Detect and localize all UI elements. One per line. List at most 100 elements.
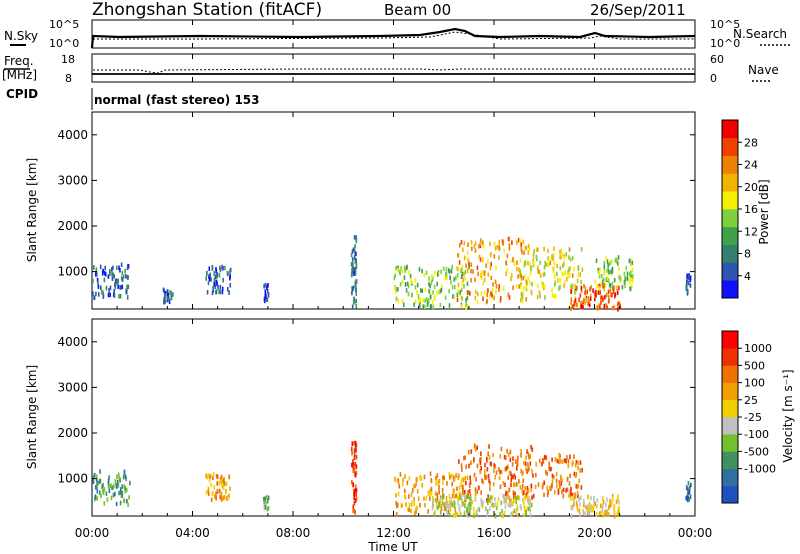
velocity-cell: [617, 510, 619, 515]
power-cell: [511, 273, 513, 278]
power-cell: [97, 280, 99, 286]
power-cell: [393, 275, 396, 281]
velocity-colorbar-tick-label: -1000: [744, 463, 776, 476]
velocity-cell: [207, 491, 210, 497]
velocity-cell: [205, 473, 208, 479]
velocity-cell: [399, 472, 402, 477]
power-cell: [208, 276, 211, 282]
velocity-cell: [226, 494, 229, 500]
power-cell: [617, 307, 619, 312]
velocity-cell: [566, 487, 569, 492]
power-y-tick-label: 1000: [57, 265, 88, 279]
velocity-cell: [430, 491, 433, 496]
velocity-cell: [570, 513, 573, 519]
velocity-cell: [472, 506, 475, 512]
velocity-cell: [436, 496, 439, 501]
power-cell: [617, 261, 619, 266]
power-cell: [116, 265, 118, 271]
velocity-cell: [480, 497, 483, 503]
velocity-cell: [591, 504, 593, 509]
power-cell: [574, 295, 577, 301]
power-cell: [460, 304, 462, 309]
velocity-cell: [577, 483, 580, 489]
power-cell: [351, 287, 354, 292]
velocity-cell: [415, 481, 418, 487]
power-cell: [351, 257, 354, 262]
velocity-cell: [447, 509, 450, 515]
power-y-tick-label: 4000: [57, 128, 88, 142]
velocity-cell: [520, 449, 522, 454]
velocity-cell: [495, 470, 498, 475]
velocity-cell: [523, 490, 525, 495]
power-cell: [455, 275, 457, 281]
velocity-cell: [124, 486, 126, 491]
power-cell: [483, 277, 486, 283]
velocity-cell: [100, 493, 102, 498]
velocity-cell: [433, 497, 435, 503]
velocity-cell: [520, 469, 523, 474]
station-title: Zhongshan Station (fitACF): [92, 0, 322, 20]
velocity-cell: [554, 489, 556, 495]
power-cell: [119, 293, 122, 299]
velocity-cell: [266, 506, 269, 512]
velocity-cell: [464, 495, 466, 500]
velocity-cell: [435, 476, 437, 481]
velocity-cell: [574, 494, 577, 499]
velocity-cell: [593, 495, 595, 501]
power-cell: [126, 265, 129, 271]
velocity-cell: [513, 473, 516, 478]
power-cell: [519, 273, 522, 278]
velocity-cell: [117, 472, 120, 477]
velocity-cell: [439, 510, 442, 515]
velocity-cell: [435, 504, 438, 510]
velocity-cell: [492, 503, 494, 508]
velocity-cell: [419, 503, 421, 508]
power-cell: [508, 295, 511, 300]
power-cell: [491, 287, 494, 293]
power-cell: [608, 282, 611, 288]
velocity-cell: [687, 495, 689, 501]
velocity-cell: [478, 507, 481, 512]
power-cell: [612, 285, 614, 291]
velocity-cell: [573, 498, 575, 503]
power-cell: [448, 303, 451, 308]
velocity-cell: [573, 471, 576, 477]
velocity-cell: [411, 488, 414, 493]
power-cell: [579, 293, 582, 298]
velocity-cell: [522, 478, 524, 484]
power-colorbar-swatch: [722, 173, 738, 192]
velocity-cell: [263, 497, 265, 502]
velocity-cell: [460, 494, 463, 499]
velocity-cell: [469, 480, 472, 485]
power-cell: [102, 292, 105, 297]
power-cell: [266, 288, 269, 294]
power-cell: [125, 289, 128, 295]
power-cell: [569, 257, 572, 262]
velocity-cell: [505, 499, 507, 504]
power-cell: [556, 263, 558, 269]
power-cell: [603, 261, 606, 266]
velocity-cell: [543, 492, 545, 498]
power-cell: [502, 241, 504, 246]
velocity-cell: [509, 498, 511, 503]
power-cell: [490, 261, 492, 267]
velocity-cell: [421, 483, 424, 488]
power-cell: [263, 284, 265, 289]
power-colorbar-swatch: [722, 226, 738, 245]
power-cell: [597, 290, 600, 295]
power-cell: [397, 298, 400, 304]
power-cell: [493, 241, 496, 247]
velocity-cell: [574, 463, 577, 468]
power-cell: [410, 279, 413, 284]
velocity-y-label: Slant Range [km]: [25, 365, 39, 469]
power-cell: [585, 295, 588, 301]
velocity-cell: [582, 511, 585, 516]
power-cell: [114, 284, 117, 290]
velocity-cell: [208, 477, 211, 483]
velocity-cell: [613, 505, 615, 511]
power-cell: [470, 262, 473, 267]
velocity-cell: [576, 507, 579, 512]
power-cell: [625, 265, 628, 271]
velocity-cell: [458, 504, 461, 510]
velocity-cell: [529, 461, 532, 466]
